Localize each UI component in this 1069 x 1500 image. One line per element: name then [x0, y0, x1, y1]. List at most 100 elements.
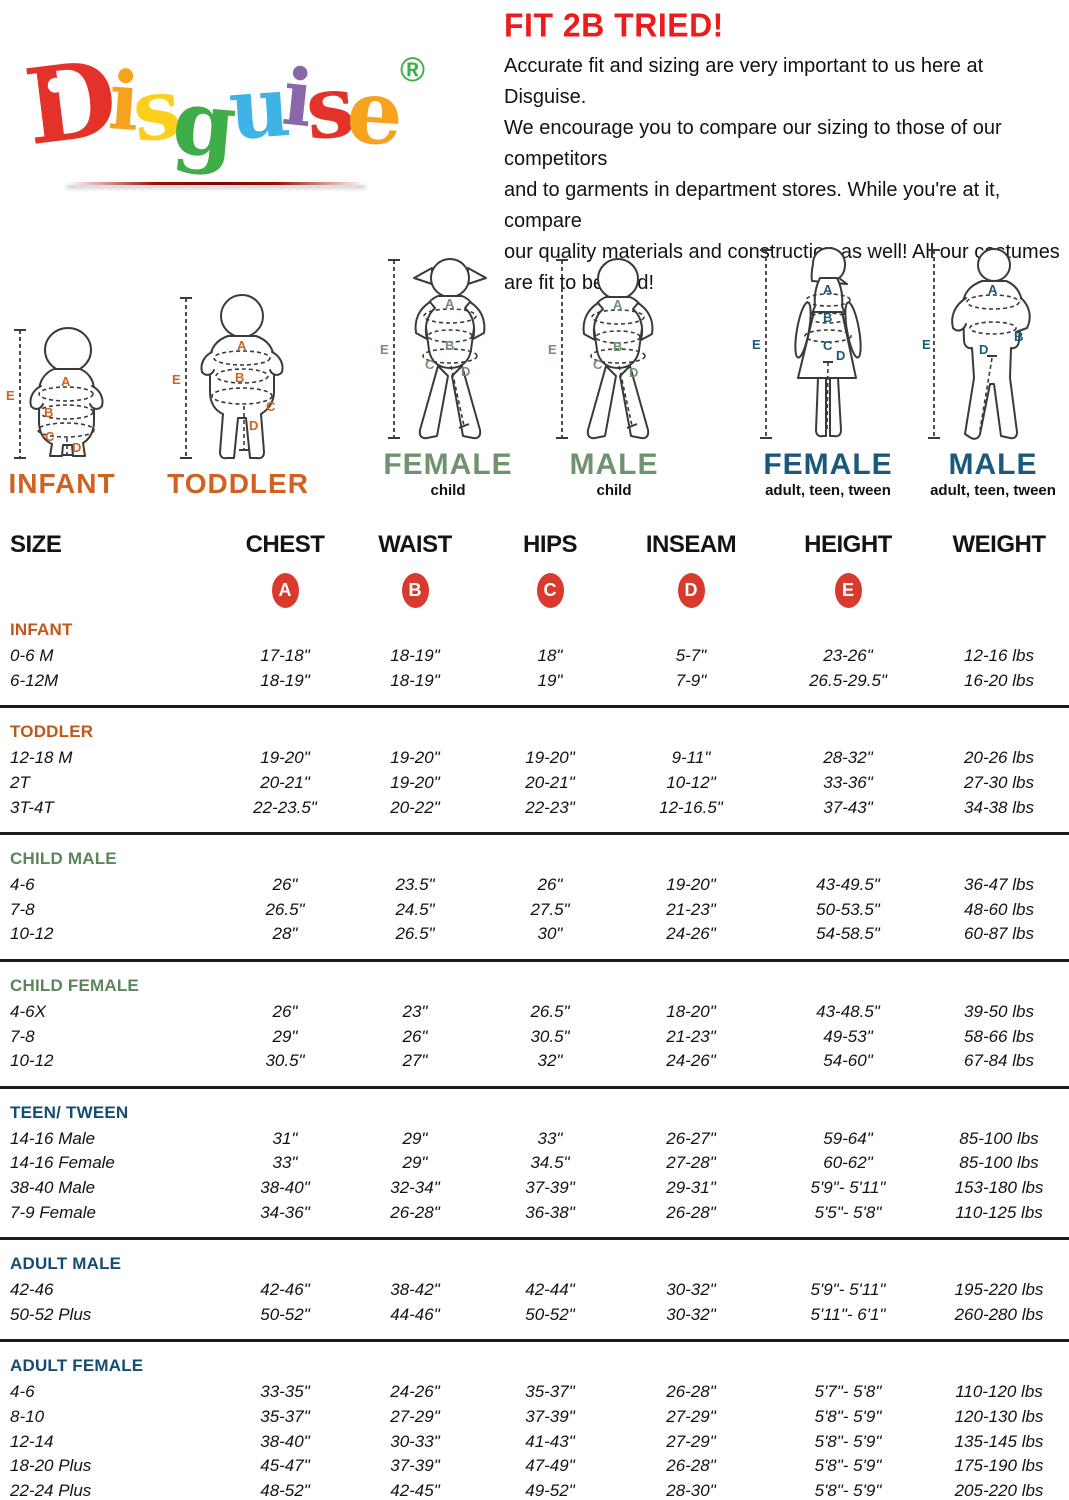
row-value: 5'8"- 5'9" [814, 1406, 882, 1426]
row-value: 18-20" [666, 1002, 716, 1022]
row-size-label: 14-16 Female [10, 1153, 115, 1173]
row-value: 28-30" [666, 1480, 716, 1500]
row-value: 26.5" [530, 1002, 570, 1022]
row-value: 34-36" [260, 1202, 310, 1222]
row-value: 33" [272, 1153, 298, 1173]
row-value: 26" [272, 1002, 298, 1022]
column-header-size: SIZE [10, 531, 62, 558]
row-value: 43-49.5" [816, 875, 880, 895]
row-value: 17-18" [260, 646, 310, 666]
figure-female-child: E A B C D FEMALE child [380, 254, 516, 498]
row-value: 50-52" [260, 1304, 310, 1324]
page-title: FIT 2B TRIED! [504, 6, 724, 44]
svg-text:B: B [445, 338, 454, 353]
row-size-label: 7-9 Female [10, 1202, 96, 1222]
figure-caption: FEMALE child [383, 450, 512, 499]
row-value: 20-26 lbs [964, 748, 1034, 768]
figure-caption: TODDLER [167, 470, 309, 498]
column-header-height: HEIGHT [804, 531, 892, 558]
figure-name: TODDLER [167, 468, 309, 499]
row-value: 27-29" [666, 1431, 716, 1451]
row-value: 54-60" [823, 1051, 873, 1071]
svg-text:A: A [613, 297, 623, 312]
badge-d-icon: D [677, 573, 705, 608]
row-value: 24.5" [395, 899, 435, 919]
row-value: 18-19" [260, 670, 310, 690]
svg-text:E: E [6, 388, 15, 403]
table-row: 4-6 26" 23.5" 26" 19-20" 43-49.5" 36-47 lbs [0, 873, 1069, 898]
row-value: 33" [537, 1128, 563, 1148]
row-value: 110-120 lbs [955, 1382, 1043, 1402]
row-size-label: 4-6 [10, 1382, 35, 1402]
row-size-label: 2T [10, 773, 30, 793]
row-size-label: 6-12M [10, 670, 59, 690]
row-value: 26-28" [666, 1456, 716, 1476]
row-value: 48-52" [260, 1480, 310, 1500]
row-value: 58-66 lbs [964, 1026, 1034, 1046]
svg-text:D: D [979, 342, 988, 357]
row-value: 16-20 lbs [964, 670, 1034, 690]
row-size-label: 22-24 Plus [10, 1480, 92, 1500]
row-value: 19-20" [525, 748, 575, 768]
row-value: 195-220 lbs [954, 1280, 1044, 1300]
row-value: 24-26" [666, 1051, 716, 1071]
row-value: 260-280 lbs [954, 1304, 1044, 1324]
section-label: CHILD FEMALE [10, 975, 139, 995]
row-value: 23" [402, 1002, 428, 1022]
row-value: 18-19" [390, 670, 440, 690]
row-value: 175-190 lbs [954, 1456, 1044, 1476]
row-value: 19-20" [260, 748, 310, 768]
svg-text:C: C [45, 429, 55, 444]
row-size-label: 50-52 Plus [10, 1304, 92, 1324]
row-value: 37-39" [525, 1178, 575, 1198]
svg-text:A: A [61, 374, 71, 389]
row-value: 27" [402, 1051, 428, 1071]
svg-text:D: D [72, 440, 81, 455]
row-value: 85-100 lbs [959, 1153, 1039, 1173]
row-value: 29-31" [666, 1178, 716, 1198]
row-value: 30-32" [666, 1280, 716, 1300]
figure-infant: E A B C D INFANT [4, 324, 120, 498]
table-row: 10-12 28" 26.5" 30" 24-26" 54-58.5" 60-87 lbs [0, 922, 1069, 947]
row-value: 37-43" [823, 797, 873, 817]
row-value: 29" [402, 1153, 428, 1173]
row-size-label: 12-14 [10, 1431, 54, 1451]
row-value: 135-145 lbs [954, 1431, 1044, 1451]
intro-text-line: We encourage you to compare our sizing t… [504, 117, 1002, 170]
row-value: 5'5"- 5'8" [814, 1202, 882, 1222]
figure-female-adult: E A B C D FEMALE adult, teen, tween [752, 244, 904, 498]
row-size-label: 7-8 [10, 1026, 35, 1046]
row-value: 38-42" [390, 1280, 440, 1300]
row-value: 20-21" [260, 773, 310, 793]
row-value: 9-11" [671, 748, 711, 768]
table-row: 12-14 38-40" 30-33" 41-43" 27-29" 5'8"- 5'9" 1… [0, 1429, 1069, 1454]
row-value: 67-84 lbs [964, 1051, 1034, 1071]
row-value: 42-44" [525, 1280, 575, 1300]
row-value: 36-47 lbs [964, 875, 1034, 895]
row-value: 26" [402, 1026, 428, 1046]
row-value: 22-23" [525, 797, 575, 817]
row-value: 26.5" [395, 924, 435, 944]
svg-text:E: E [922, 337, 931, 352]
row-value: 10-12" [666, 773, 716, 793]
row-value: 31" [272, 1128, 298, 1148]
row-value: 45-47" [260, 1456, 310, 1476]
row-value: 39-50 lbs [964, 1002, 1034, 1022]
row-value: 60-62" [823, 1153, 873, 1173]
row-value: 38-40" [260, 1431, 310, 1451]
table-row: 8-10 35-37" 27-29" 37-39" 27-29" 5'8"- 5'9" 12… [0, 1405, 1069, 1430]
table-row: 50-52 Plus 50-52" 44-46" 50-52" 30-32" 5'11"-… [0, 1303, 1069, 1328]
row-value: 12-16.5" [659, 797, 723, 817]
section-label: ADULT MALE [10, 1253, 122, 1273]
table-section: TODDLER 12-18 M 19-20" 19-20" 19-20" 9-11" 28-… [0, 705, 1069, 830]
row-value: 19-20" [390, 773, 440, 793]
row-value: 26-27" [666, 1128, 716, 1148]
svg-text:D: D [461, 364, 470, 379]
svg-text:A: A [823, 282, 833, 297]
row-value: 5'11"- 6'1" [810, 1304, 886, 1324]
row-value: 5'8"- 5'9" [814, 1456, 882, 1476]
table-section: CHILD FEMALE 4-6X 26" 23" 26.5" 18-20" 43-48.5… [0, 958, 1069, 1084]
row-size-label: 38-40 Male [10, 1178, 96, 1198]
row-value: 50-53.5" [816, 899, 880, 919]
